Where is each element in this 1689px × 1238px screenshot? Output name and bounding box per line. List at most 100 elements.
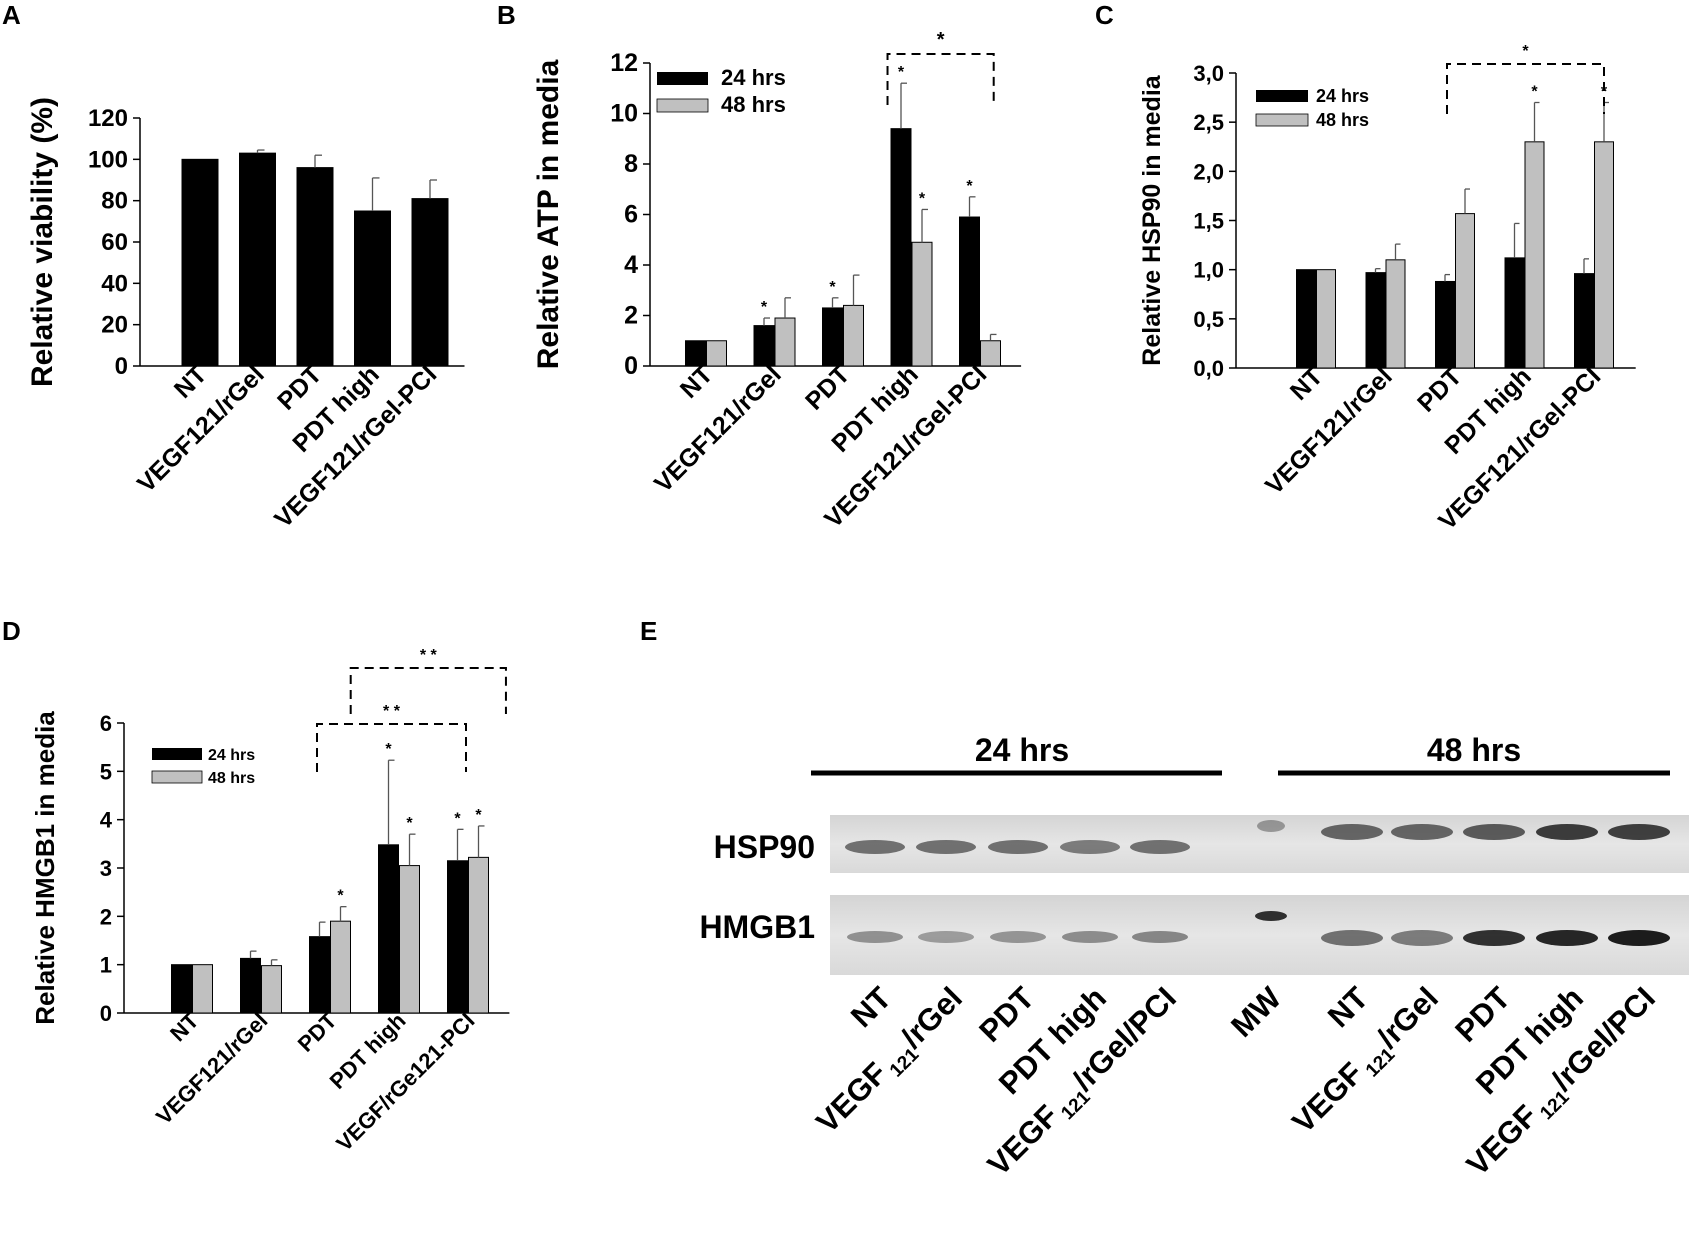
y-tick-label: 3 [100,856,112,881]
x-category-label: NT [169,360,212,403]
y-tick-label: 80 [101,188,128,215]
hmgb1-row-label: HMGB1 [699,909,815,945]
significance-star: * [829,279,836,296]
y-tick-label: 1,5 [1193,209,1224,234]
bar [753,325,775,367]
chart-panel-b: 0 2 4 6 8 10 12 Relative ATP in media * * * * * * NTVE… [532,29,1022,534]
protein-band [845,840,905,854]
significance-star: * [966,178,973,195]
legend-label: 24 hrs [1316,86,1369,106]
bracket-label: * [937,29,945,51]
significance-star: * [406,815,413,832]
y-tick-label: 5 [100,759,112,784]
y-tick-label: 2 [624,302,638,330]
significance-star: * [919,190,926,207]
legend-swatch [151,770,203,784]
y-tick-label: 0,5 [1193,307,1224,332]
chart-panel-c: 0,0 0,5 1,0 1,5 2,0 2,5 3,0 Relative HSP90 in m… [1138,43,1636,536]
legend-swatch [1256,90,1308,102]
legend-label: 48 hrs [1316,110,1369,130]
y-tick-label: 10 [610,100,638,128]
bar [706,340,727,367]
y-tick-label: 0 [115,353,128,380]
panel-letter-e: E [640,616,657,646]
significance-star: * [385,741,392,758]
panel-letter-d: D [2,616,21,646]
bar [239,152,276,367]
y-axis-label: Relative ATP in media [532,59,565,369]
x-category-label: PDT [293,1007,342,1056]
protein-band [1060,840,1120,854]
protein-band [1321,824,1383,840]
bar [261,965,282,1014]
y-tick-label: 20 [101,312,128,339]
bracket-label: * * [383,703,401,720]
bar [890,128,912,367]
protein-band [847,931,903,943]
protein-band [1608,930,1670,946]
x-category-label: VEGF121/rGel [1260,362,1398,500]
legend-swatch [152,748,202,760]
protein-band [1463,824,1525,840]
hsp90-row-label: HSP90 [714,829,815,865]
protein-band [1608,824,1670,840]
y-tick-label: 60 [101,229,128,256]
x-category-label: NT [1285,362,1328,405]
bar [822,307,843,367]
hsp90-gel-strip [830,815,1689,873]
panel-letter-c: C [1095,0,1114,30]
bar [296,167,334,367]
x-category-label: PDT [1412,362,1467,417]
protein-band [1130,840,1190,854]
legend-swatch [1255,113,1309,127]
lane-label: NT [1321,980,1375,1034]
protein-band [1321,930,1383,946]
significance-star: * [454,810,461,827]
y-tick-label: 2 [100,904,112,929]
significance-star: * [1601,84,1608,101]
bar [1316,269,1336,369]
y-tick-label: 6 [624,201,638,229]
timepoint-24-label: 24 hrs [975,732,1069,768]
bar [411,198,449,367]
protein-band [988,840,1048,854]
y-axis-label: Relative HSP90 in media [1138,74,1166,366]
western-blot-panel: 24 hrs 48 hrs HSP90 HMGB1 NTVEGF121/rGel… [699,732,1689,1182]
bar [447,860,468,1014]
legend-swatch [656,98,709,113]
bar [1385,259,1406,369]
bar [399,865,420,1014]
lane-label: NT [844,980,898,1034]
bracket-label: * * [420,647,438,664]
bar [354,210,391,367]
y-axis-label: Relative HMGB1 in media [30,711,60,1025]
bracket-label: * [1522,43,1529,60]
legend-label: 48 hrs [208,770,255,787]
significance-star: * [898,64,905,81]
y-tick-label: 4 [100,808,113,833]
y-tick-label: 120 [88,105,128,132]
protein-band [1062,931,1118,943]
legend-label: 48 hrs [721,92,786,117]
bar [911,241,933,367]
bar [980,340,1001,367]
y-axis-label: Relative viability (%) [26,97,59,387]
y-tick-label: 3,0 [1193,61,1224,86]
significance-bracket [349,667,507,714]
y-tick-label: 12 [610,49,638,77]
bar [1296,269,1316,369]
protein-band [1257,820,1285,832]
bar [1455,213,1475,369]
blot-bands [845,820,1670,946]
protein-band [918,931,974,943]
bar [1504,257,1525,369]
panel-letter-b: B [497,0,516,30]
legend-swatch [657,72,708,85]
marker-lane-label: MW [1224,980,1288,1044]
bar [959,216,980,367]
y-tick-label: 100 [88,146,128,173]
y-tick-label: 2,0 [1193,159,1224,184]
protein-band [1255,911,1287,921]
x-category-label: VEGF121/rGel [649,360,787,498]
